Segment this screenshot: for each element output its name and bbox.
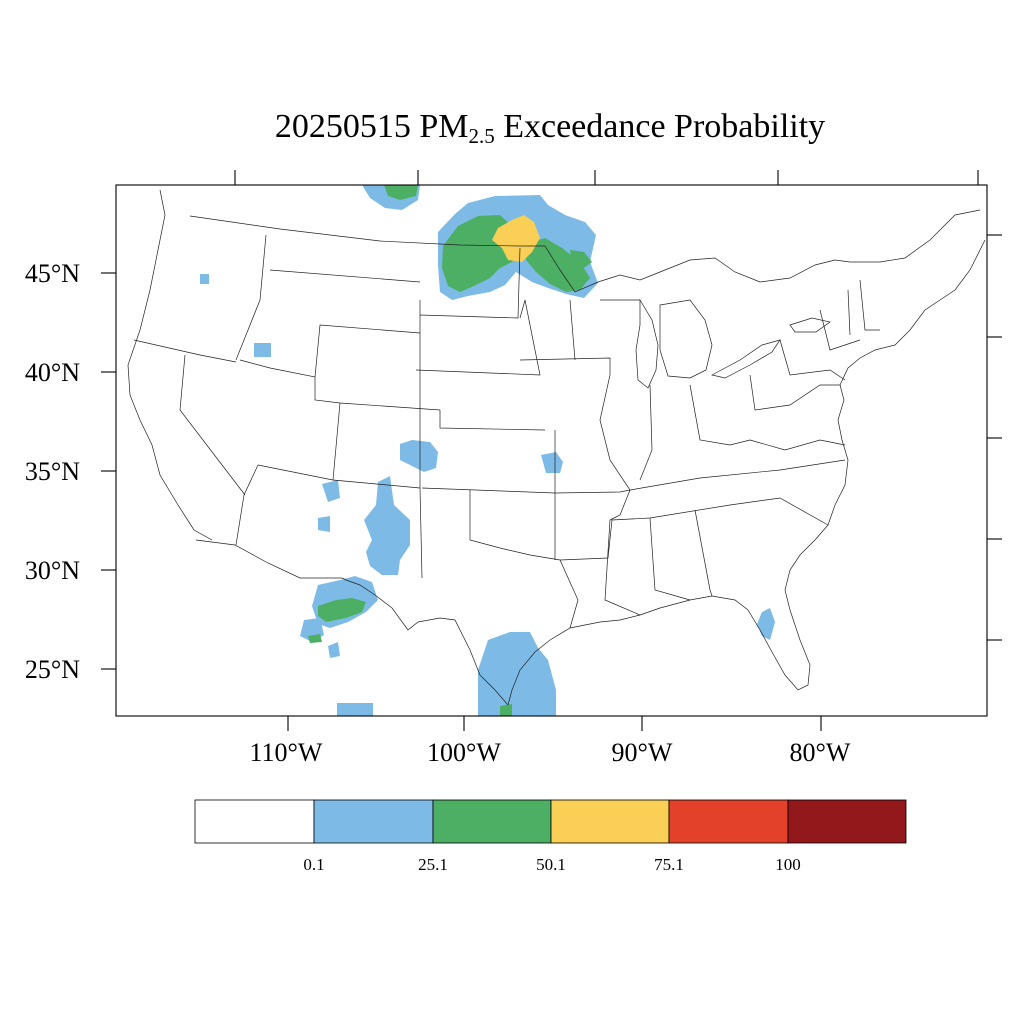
colorbar-box — [550, 799, 670, 844]
colorbar: 0.1 25.1 50.1 75.1 100 — [194, 799, 907, 874]
lat-label: 30°N — [25, 556, 80, 585]
colorbar-label: 75.1 — [654, 855, 684, 874]
lon-label: 90°W — [612, 738, 673, 767]
lat-label: 35°N — [25, 457, 80, 486]
lat-label: 40°N — [25, 358, 80, 387]
prob-level-50 — [308, 185, 592, 716]
probability-shading — [200, 185, 775, 716]
prob-level-75 — [492, 215, 540, 262]
colorbar-label: 0.1 — [303, 855, 324, 874]
colorbar-box — [194, 799, 315, 844]
map-title: 20250515 PM2.5 Exceedance Probability — [274, 108, 826, 148]
lat-label: 25°N — [25, 655, 80, 684]
colorbar-label: 25.1 — [418, 855, 448, 874]
latitude-labels: 45°N 40°N 35°N 30°N 25°N — [25, 259, 80, 684]
longitude-labels: 110°W 100°W 90°W 80°W — [250, 738, 851, 767]
state-boundaries — [127, 189, 986, 706]
colorbar-label: 50.1 — [536, 855, 566, 874]
colorbar-box — [787, 799, 907, 844]
lon-label: 110°W — [250, 738, 323, 767]
colorbar-label: 100 — [775, 855, 801, 874]
lat-label: 45°N — [25, 259, 80, 288]
lon-label: 80°W — [790, 738, 851, 767]
colorbar-box — [432, 799, 552, 844]
axis-ticks — [101, 170, 1002, 731]
lon-label: 100°W — [427, 738, 501, 767]
colorbar-box — [668, 799, 789, 844]
colorbar-box — [313, 799, 434, 844]
map-frame — [115, 184, 988, 717]
